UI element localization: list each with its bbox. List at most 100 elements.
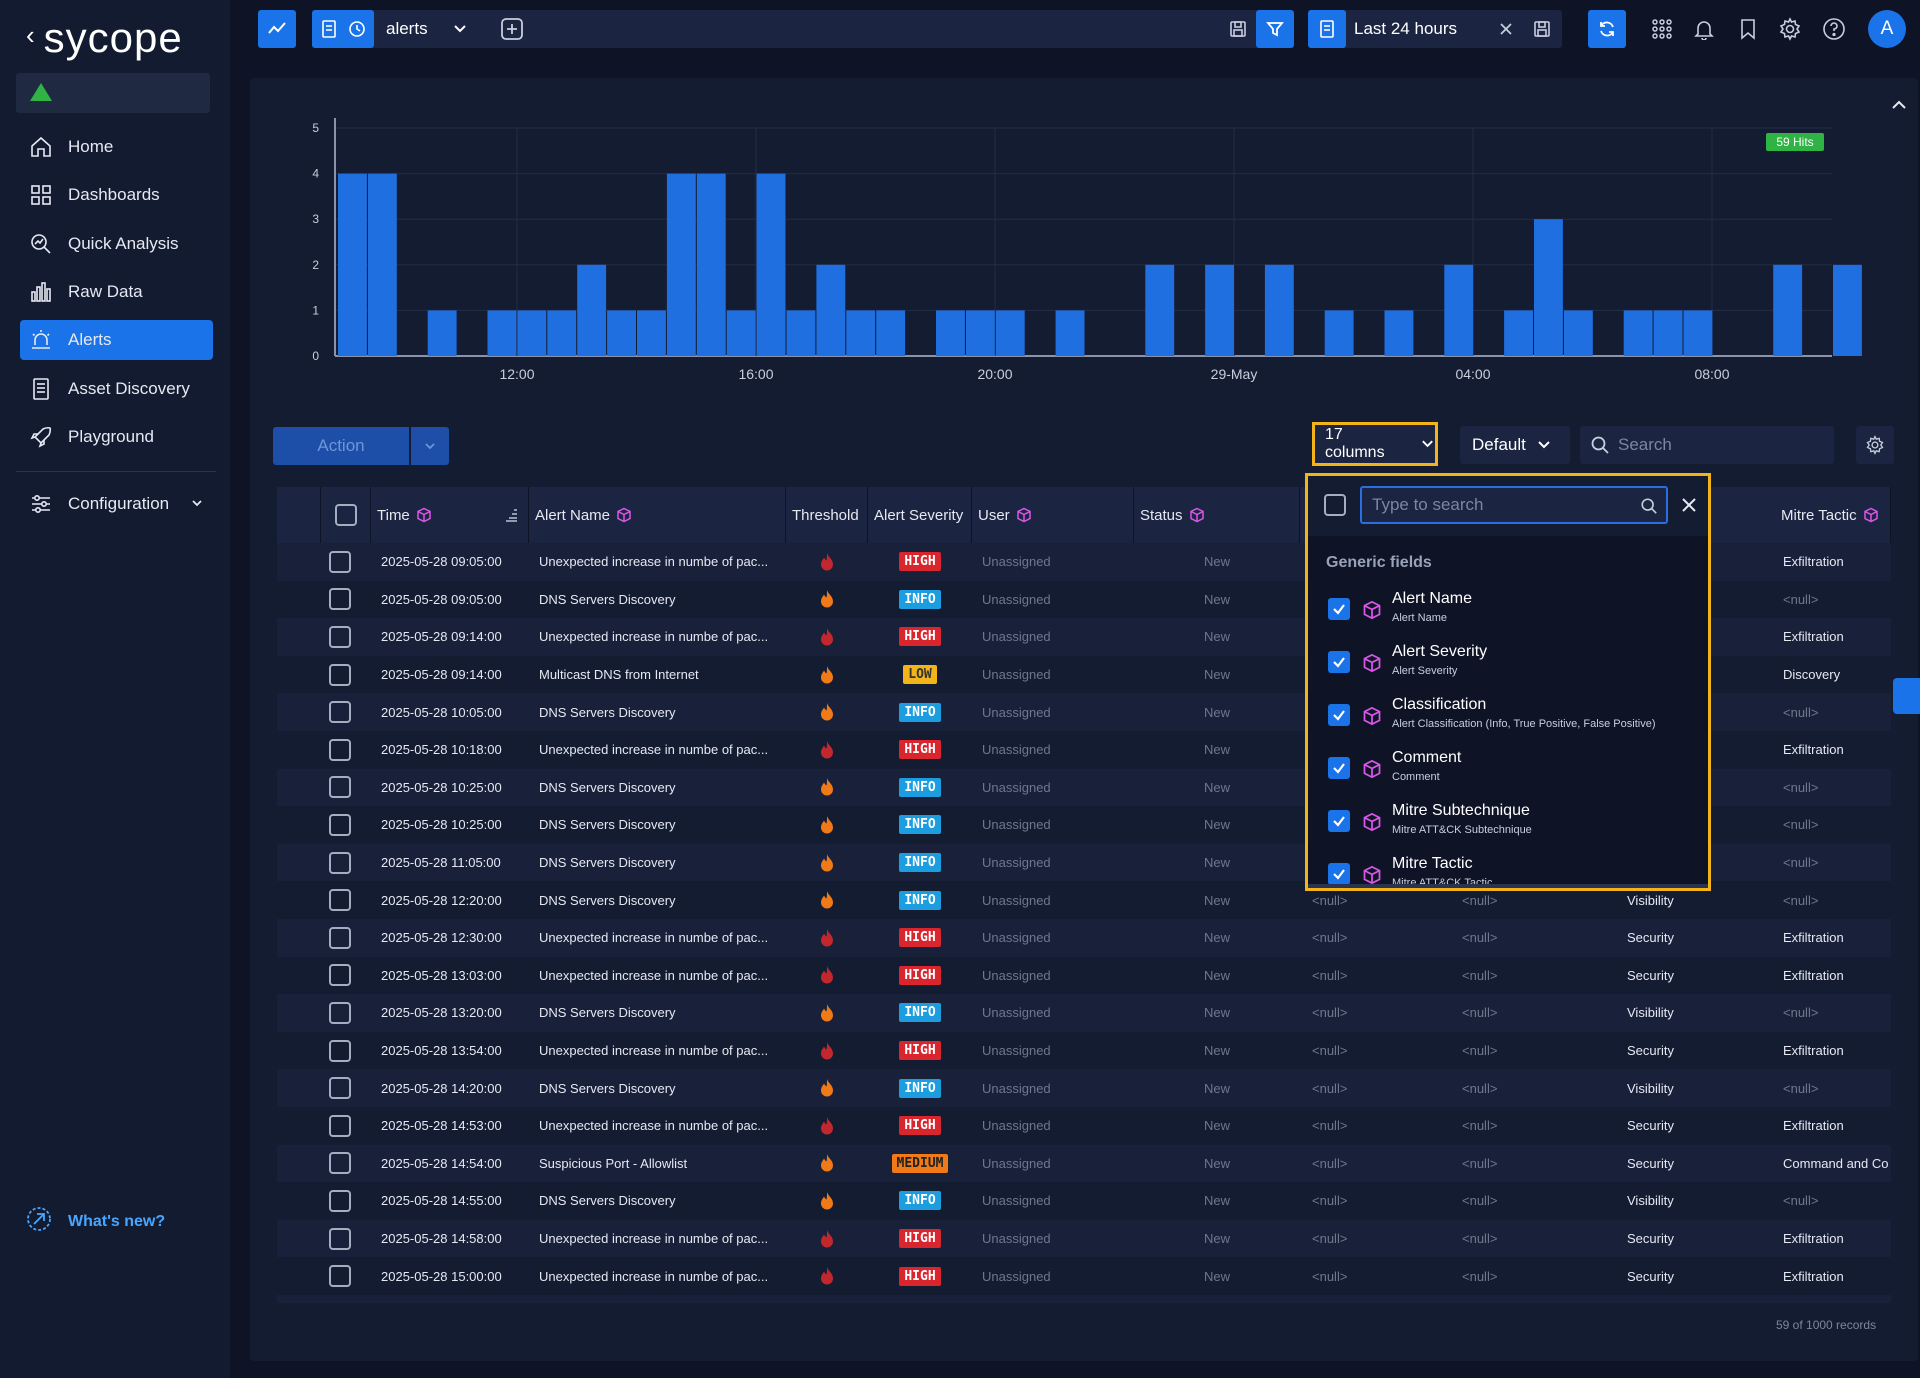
help-icon[interactable] [1816,10,1852,48]
cell-alert-name[interactable]: Unexpected increase in numbe of pac... [539,1118,769,1134]
apps-grid-icon[interactable] [1644,10,1680,48]
row-checkbox[interactable] [329,776,351,799]
row-checkbox[interactable] [329,550,351,573]
notifications-bell-icon[interactable] [1686,10,1722,48]
side-bookmark-tab[interactable] [1893,678,1920,714]
table-row[interactable]: 2025-05-28 13:03:00 Unexpected increase i… [277,956,1891,995]
row-checkbox-cell[interactable] [329,1182,369,1220]
cell-alert-name[interactable]: Unexpected increase in numbe of pac... [539,1268,769,1284]
table-row[interactable]: 2025-05-28 14:20:00 DNS Servers Discovery… [277,1069,1891,1107]
column-option-checkbox[interactable] [1328,598,1350,620]
row-checkbox-cell[interactable] [329,1032,369,1070]
whats-new-link[interactable]: What's new? [24,1204,165,1239]
sidebar-item-asset-discovery[interactable]: Asset Discovery [20,369,213,409]
row-checkbox[interactable] [329,1001,351,1024]
row-checkbox[interactable] [329,1152,351,1175]
collapse-chevron-icon[interactable] [1890,96,1908,119]
table-row[interactable]: 2025-05-28 14:58:00 Unexpected increase i… [277,1219,1891,1258]
column-option-mitre-tactic[interactable]: Mitre Tactic Mitre ATT&CK Tactic [1308,851,1708,904]
row-checkbox[interactable] [329,1189,351,1212]
sidebar-item-alerts[interactable]: Alerts [20,320,213,361]
table-settings-button[interactable] [1856,426,1894,464]
row-checkbox[interactable] [329,926,351,949]
cell-alert-name[interactable]: DNS Servers Discovery [539,1193,676,1209]
column-header[interactable]: Status [1134,487,1300,543]
row-checkbox[interactable] [329,851,351,874]
row-checkbox-cell[interactable] [329,618,369,656]
add-tab-icon[interactable] [494,10,530,48]
column-header[interactable]: User [972,487,1134,543]
sidebar-item-playground[interactable]: Playground [20,417,213,457]
row-checkbox-cell[interactable] [329,693,369,731]
cell-alert-name[interactable]: Unexpected increase in numbe of pac... [539,967,769,983]
row-checkbox-cell[interactable] [329,1069,369,1107]
row-checkbox-cell[interactable] [329,994,369,1032]
row-checkbox-cell[interactable] [329,581,369,619]
source-name[interactable]: alerts [386,19,428,38]
row-checkbox-cell[interactable] [329,656,369,694]
column-header[interactable]: Alert Severity [868,487,972,543]
row-checkbox-cell[interactable] [329,1257,369,1295]
back-chevron-icon[interactable]: ‹ [26,20,36,50]
column-option-checkbox[interactable] [1328,810,1350,832]
row-checkbox-cell[interactable] [329,957,369,995]
sidebar-item-quick-analysis[interactable]: Quick Analysis [20,224,213,264]
cell-alert-name[interactable]: DNS Servers Discovery [539,817,676,833]
save-query-icon[interactable] [1220,10,1256,48]
column-option-alert-severity[interactable]: Alert Severity Alert Severity [1308,639,1708,692]
columns-search-input[interactable]: Type to search [1360,486,1668,524]
column-header[interactable]: Time [371,487,529,543]
table-row[interactable]: 2025-05-28 12:30:00 Unexpected increase i… [277,919,1891,957]
row-checkbox-cell[interactable] [329,806,369,844]
time-preset-button[interactable] [1308,10,1346,48]
settings-gear-icon[interactable] [1772,10,1808,48]
row-checkbox[interactable] [329,1227,351,1250]
column-option-checkbox[interactable] [1328,863,1350,885]
cell-alert-name[interactable]: Unexpected increase in numbe of pac... [539,930,769,946]
cell-alert-name[interactable]: Unexpected increase in numbe of pac... [539,1043,769,1059]
column-option-alert-name[interactable]: Alert Name Alert Name [1308,586,1708,639]
system-status[interactable] [16,73,210,113]
cell-alert-name[interactable]: Suspicious Port - Allowlist [539,1155,688,1171]
row-checkbox[interactable] [329,1265,351,1288]
cell-alert-name[interactable]: Unexpected increase in numbe of pac... [539,629,769,645]
action-dropdown-button[interactable] [411,427,449,465]
row-checkbox-cell[interactable] [329,1107,369,1145]
sidebar-item-dashboards[interactable]: Dashboards [20,175,213,215]
column-option-checkbox[interactable] [1328,651,1350,673]
row-checkbox-cell[interactable] [329,919,369,957]
column-option-classification[interactable]: Classification Alert Classification (Info… [1308,692,1708,745]
row-checkbox-cell[interactable] [329,731,369,769]
column-option-checkbox[interactable] [1328,704,1350,726]
row-checkbox-cell[interactable] [329,881,369,919]
select-all-checkbox[interactable] [335,504,357,526]
clear-time-icon[interactable] [1488,10,1524,48]
table-row[interactable]: 2025-05-28 15:00:00 Unexpected increase i… [277,1257,1891,1295]
row-checkbox[interactable] [329,663,351,686]
sort-icon[interactable] [504,508,518,522]
logo[interactable]: ‹ sycope [26,14,183,62]
row-checkbox[interactable] [329,813,351,836]
cell-alert-name[interactable]: DNS Servers Discovery [539,1080,676,1096]
table-row[interactable]: 2025-05-28 13:20:00 DNS Servers Discovery… [277,994,1891,1032]
row-checkbox-cell[interactable] [329,1145,369,1183]
time-range-picker[interactable]: Last 24 hours [1308,10,1562,48]
column-option-comment[interactable]: Comment Comment [1308,745,1708,798]
sidebar-item-raw-data[interactable]: Raw Data [20,272,213,312]
column-header[interactable]: Mitre Tactic [1775,487,1891,543]
row-checkbox-cell[interactable] [329,844,369,882]
table-search-input[interactable]: Search [1580,426,1834,464]
cell-alert-name[interactable]: Unexpected increase in numbe of pac... [539,554,769,570]
bookmark-icon[interactable] [1730,10,1766,48]
cell-alert-name[interactable]: DNS Servers Discovery [539,1005,676,1021]
row-checkbox[interactable] [329,738,351,761]
cell-alert-name[interactable]: DNS Servers Discovery [539,892,676,908]
analytics-button[interactable] [258,10,296,48]
row-checkbox[interactable] [329,588,351,611]
row-checkbox[interactable] [329,889,351,912]
select-all-rows[interactable] [321,487,371,543]
row-checkbox[interactable] [329,964,351,987]
sidebar-item-configuration[interactable]: Configuration [20,484,213,524]
select-all-checkbox[interactable] [1324,494,1346,516]
table-row[interactable]: 2025-05-28 14:53:00 Unexpected increase i… [277,1107,1891,1145]
